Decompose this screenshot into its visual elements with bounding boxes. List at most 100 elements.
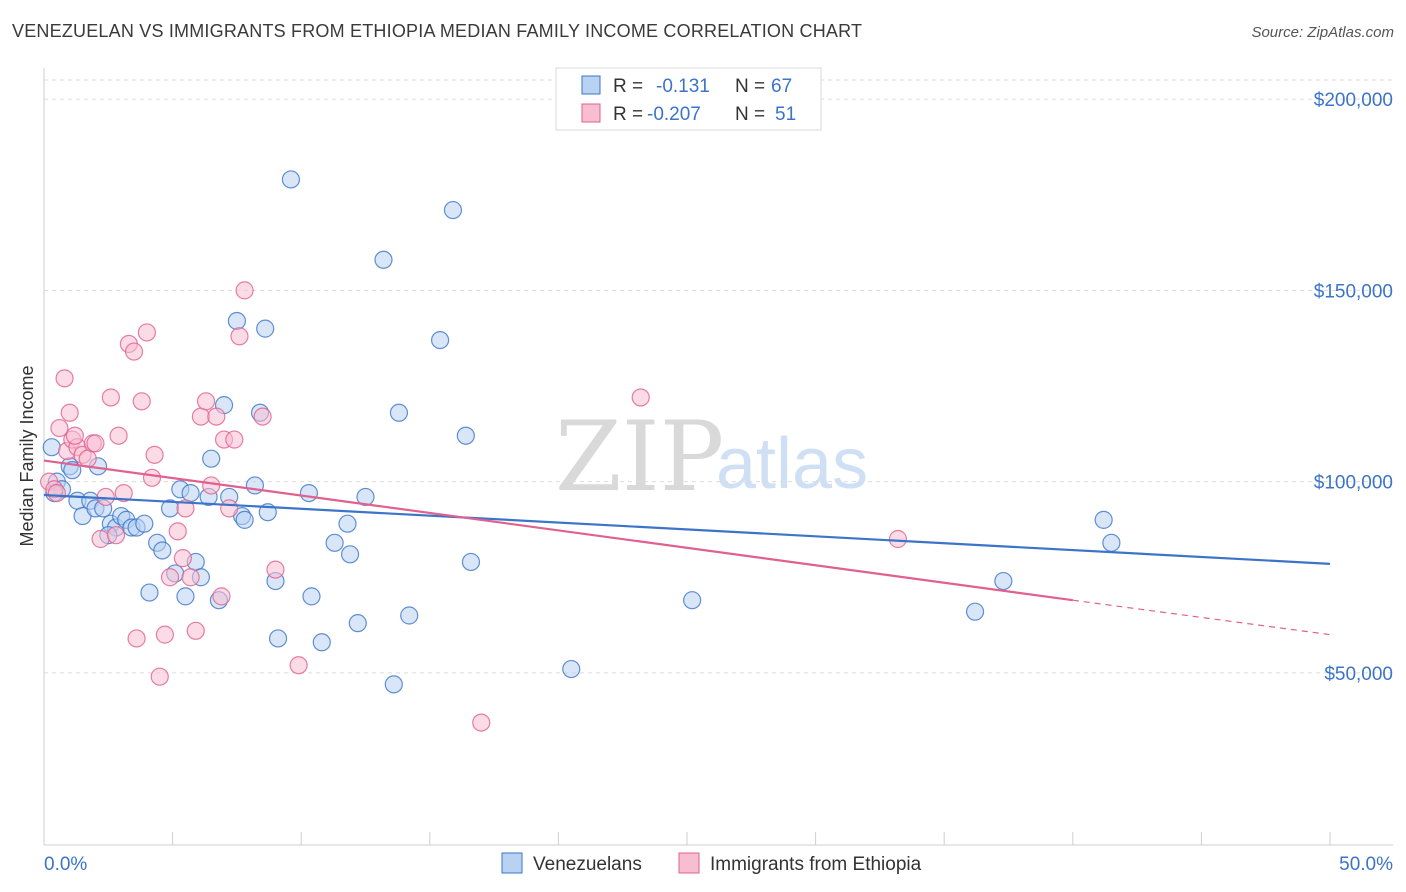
trend-lines [43, 459, 1331, 636]
point-venezuelans [312, 633, 331, 652]
point-ethiopia [176, 499, 195, 518]
point-venezuelans [374, 250, 393, 269]
stats-n-label-pink: N = [735, 104, 765, 125]
point-venezuelans [443, 200, 463, 220]
point-ethiopia [132, 392, 151, 411]
point-ethiopia [160, 568, 180, 587]
point-ethiopia [888, 529, 908, 549]
point-ethiopia [253, 407, 272, 426]
point-venezuelans [202, 449, 221, 468]
stats-r-label-blue: R = [613, 76, 643, 97]
stats-n-blue: 67 [771, 76, 792, 97]
point-ethiopia [266, 560, 285, 579]
point-ethiopia [86, 434, 105, 453]
point-ethiopia [155, 625, 174, 644]
point-ethiopia [212, 587, 231, 606]
point-ethiopia [186, 621, 205, 640]
point-venezuelans [135, 514, 154, 533]
stats-swatch-blue [581, 75, 601, 95]
point-venezuelans [461, 552, 481, 572]
axes [43, 68, 1393, 846]
point-venezuelans [299, 484, 319, 503]
stats-n-pink: 51 [775, 104, 796, 125]
point-venezuelans [384, 675, 403, 694]
legend-swatch-venezuelans [501, 852, 523, 874]
point-venezuelans [340, 545, 360, 564]
point-ethiopia [235, 281, 254, 300]
legend-label-venezuelans: Venezuelans [533, 854, 642, 875]
point-venezuelans [965, 602, 985, 621]
point-ethiopia [109, 426, 128, 445]
point-ethiopia [202, 476, 221, 495]
point-ethiopia [127, 629, 146, 648]
source-label: Source: ZipAtlas.com [1251, 24, 1394, 41]
point-ethiopia [47, 484, 66, 503]
point-ethiopia [50, 418, 69, 438]
point-venezuelans [348, 614, 367, 633]
point-venezuelans [325, 533, 344, 552]
point-venezuelans [153, 541, 172, 560]
y-tick-label: $200,000 [1314, 90, 1393, 111]
point-venezuelans [176, 587, 195, 606]
point-venezuelans [181, 484, 200, 503]
point-venezuelans [1102, 533, 1121, 552]
x-tick-label-max: 50.0% [1339, 854, 1393, 875]
point-venezuelans [356, 487, 375, 507]
point-ethiopia [60, 403, 79, 422]
watermark-atlas: atlas [716, 424, 868, 504]
point-venezuelans [281, 170, 301, 189]
stats-legend: R = -0.131 N = 67 R = -0.207 N = 51 [555, 67, 822, 131]
legend-label-ethiopia: Immigrants from Ethiopia [710, 854, 922, 875]
stats-r-pink: -0.207 [647, 104, 701, 125]
stats-r-blue: -0.131 [656, 76, 710, 97]
point-ethiopia [196, 392, 216, 411]
stats-n-label-blue: N = [735, 76, 765, 97]
trend-line-ethiopia-extension [1072, 599, 1331, 636]
trend-line-ethiopia [43, 459, 1073, 602]
point-ethiopia [145, 445, 164, 464]
point-ethiopia [631, 388, 650, 407]
point-venezuelans [42, 438, 61, 457]
y-axis-title: Median Family Income [17, 365, 37, 546]
point-ethiopia [101, 388, 120, 407]
point-ethiopia [137, 323, 156, 342]
point-venezuelans [245, 476, 265, 495]
point-ethiopia [114, 484, 133, 503]
point-venezuelans [268, 629, 288, 648]
point-ethiopia [142, 468, 162, 487]
point-venezuelans [338, 514, 357, 533]
watermark: ZIP atlas [555, 401, 868, 513]
x-ticks [172, 832, 1331, 845]
point-ethiopia [91, 529, 110, 549]
y-tick-label: $50,000 [1324, 664, 1393, 685]
y-tick-labels: $50,000 $100,000 $150,000 $200,000 [1314, 90, 1393, 685]
bottom-legend: Venezuelans Immigrants from Ethiopia [501, 852, 922, 875]
point-venezuelans [994, 571, 1013, 591]
y-tick-label: $150,000 [1314, 281, 1393, 302]
point-ethiopia [150, 667, 169, 686]
point-ethiopia [472, 713, 491, 732]
point-ethiopia [220, 499, 239, 518]
point-venezuelans [430, 331, 450, 350]
x-tick-label-min: 0.0% [44, 854, 87, 875]
point-venezuelans [1094, 510, 1113, 529]
point-ethiopia [173, 549, 192, 568]
point-ethiopia [289, 656, 308, 675]
point-ethiopia [191, 407, 210, 426]
gridlines [44, 79, 1393, 674]
chart-title: VENEZUELAN VS IMMIGRANTS FROM ETHIOPIA M… [12, 21, 863, 41]
point-ethiopia [225, 430, 244, 449]
point-venezuelans [256, 319, 275, 338]
point-ethiopia [124, 342, 144, 361]
stats-r-label-pink: R = [613, 104, 643, 125]
point-venezuelans [235, 510, 254, 529]
point-ethiopia [168, 522, 187, 541]
point-venezuelans [140, 583, 159, 602]
stats-swatch-pink [581, 103, 601, 123]
point-venezuelans [302, 587, 321, 606]
point-venezuelans [389, 403, 409, 422]
point-venezuelans [562, 659, 581, 679]
point-ethiopia [230, 327, 249, 346]
y-tick-label: $100,000 [1314, 473, 1393, 494]
